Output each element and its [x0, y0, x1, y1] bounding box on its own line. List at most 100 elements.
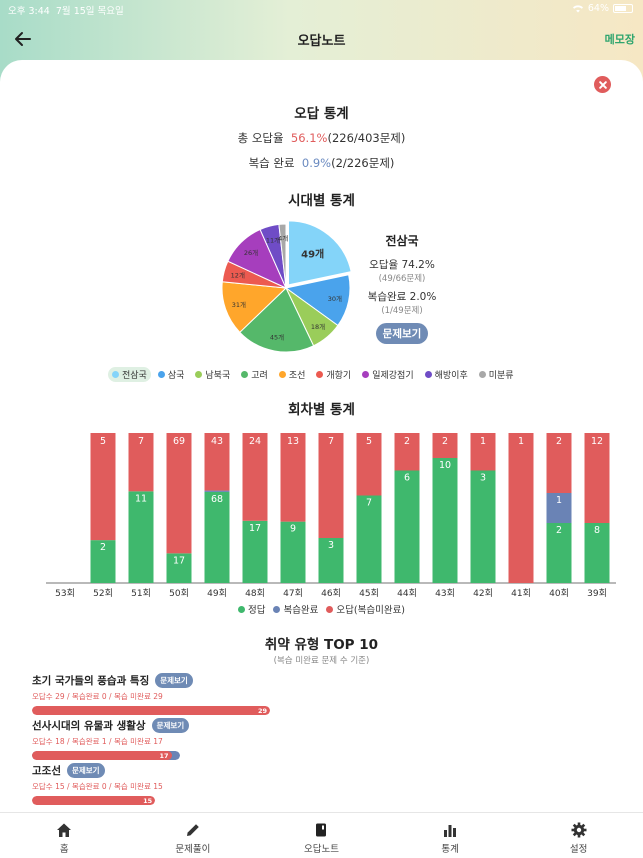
back-arrow-icon[interactable]: [12, 28, 34, 50]
era-legend-label: 해방이후: [434, 371, 468, 381]
bar-value-label: 7: [328, 436, 334, 447]
review-rate-value: 0.9%: [301, 156, 332, 170]
bar-value-label: 2: [442, 436, 448, 447]
pie-slice-label: 18개: [311, 322, 325, 331]
legend-correct: 정답: [237, 602, 266, 616]
pie-slice-8[interactable]: [278, 223, 287, 289]
legend-dot: [316, 371, 324, 378]
bar-segment-wrong: [356, 433, 382, 496]
x-tick-label: 39회: [587, 588, 607, 599]
bar-segment-correct: [546, 523, 572, 583]
bar-segment-correct: [432, 458, 458, 583]
status-bar: 오후 3:44 7월 15일 목요일 64%: [0, 0, 643, 18]
selected-era-review-detail: (1/49문제): [381, 306, 423, 316]
weak-bar-value: 29: [258, 707, 268, 715]
bar-segment-correct: [128, 491, 154, 583]
pie-slice-0[interactable]: [288, 220, 352, 286]
weak-view-problems-button[interactable]: 문제보기: [155, 673, 193, 688]
wrong-rate-label: 총 오답율: [237, 131, 284, 145]
notebook-icon: [316, 823, 327, 837]
session-bar-svg: 53회2552회11751회176950회6814349회172448회9134…: [46, 433, 616, 599]
bar-value-label: 17: [173, 555, 185, 566]
bar-value-label: 10: [439, 460, 451, 471]
legend-wrong-label: 오답(복습미완료): [336, 605, 406, 616]
legend-wrong: 오답(복습미완료): [326, 602, 405, 616]
era-legend: 전삼국 삼국 남북국 고려 조선 개항기 일제강점기 해방이후 미분류: [108, 367, 521, 382]
bar-value-label: 7: [138, 436, 144, 447]
pie-slice-label: 4개: [278, 234, 288, 243]
x-tick-label: 44회: [397, 588, 417, 599]
legend-dot: [112, 371, 119, 378]
era-view-problems-button[interactable]: 문제보기: [375, 323, 429, 344]
weak-view-problems-button[interactable]: 문제보기: [151, 718, 190, 733]
pie-slice-4[interactable]: [221, 281, 288, 334]
bar-segment-wrong: [470, 433, 496, 471]
era-legend-item[interactable]: 조선: [275, 367, 310, 382]
bar-value-label: 5: [100, 436, 106, 447]
era-legend-item[interactable]: 일제강점기: [358, 367, 417, 382]
legend-dot: [157, 371, 165, 378]
bar-segment-correct: [242, 520, 268, 583]
era-legend-item[interactable]: 삼국: [154, 367, 189, 382]
era-legend-item[interactable]: 해방이후: [421, 367, 472, 382]
tab-wrong-note[interactable]: 오답노트: [257, 813, 386, 858]
pie-slice-label: 30개: [328, 294, 342, 303]
session-title: 회차별 통계: [288, 402, 355, 418]
era-legend-item[interactable]: 개항기: [312, 367, 355, 382]
era-detail-panel: 전삼국 오답율 74.2% (49/66문제) 복습완료 2.0% (1/49문…: [362, 232, 442, 344]
era-legend-item[interactable]: 남북국: [191, 367, 234, 382]
weak-bar-remaining: [32, 751, 172, 760]
era-title: 시대별 통계: [288, 193, 355, 209]
x-tick-label: 42회: [473, 588, 493, 599]
close-icon[interactable]: [594, 76, 611, 93]
era-legend-item[interactable]: 고려: [237, 367, 272, 382]
bar-value-label: 1: [556, 495, 562, 506]
pie-slice-label: 31개: [232, 300, 246, 309]
bar-segment-correct: [204, 491, 230, 583]
era-pie-chart[interactable]: 49개 30개 18개 45개 31개 12개 26개 11개 4개: [216, 218, 356, 358]
era-legend-label: 삼국: [167, 371, 185, 381]
review-rate-line: 복습 완료 0.9%(2/226문제): [0, 155, 643, 171]
battery-percent: 64%: [587, 3, 609, 14]
era-legend-item[interactable]: 미분류: [475, 367, 518, 382]
tab-stats-label: 통계: [441, 844, 459, 855]
wrong-rate-detail: (226/403문제): [327, 131, 406, 145]
memo-button[interactable]: 메모장: [604, 33, 635, 46]
pie-slice-label: 49개: [301, 248, 324, 261]
era-legend-item[interactable]: 전삼국: [108, 367, 151, 382]
bar-segment-reviewed: [546, 493, 572, 523]
legend-correct-label: 정답: [247, 605, 266, 616]
weak-bar-remaining: [32, 706, 270, 715]
bar-value-label: 17: [249, 523, 261, 534]
tab-solve-label: 문제풀이: [175, 844, 211, 855]
tab-stats[interactable]: 통계: [386, 813, 515, 858]
pie-slice-label: 26개: [244, 248, 258, 257]
tab-solve[interactable]: 문제풀이: [129, 813, 258, 858]
x-tick-label: 52회: [93, 588, 113, 599]
bar-value-label: 8: [594, 525, 600, 536]
bar-segment-correct: [90, 540, 116, 583]
pie-slice-3[interactable]: [239, 287, 315, 353]
tab-home[interactable]: 홈: [0, 813, 129, 858]
x-tick-label: 50회: [169, 588, 189, 599]
legend-dot: [241, 371, 249, 378]
bar-value-label: 11: [135, 493, 147, 504]
tab-settings-label: 설정: [569, 844, 588, 855]
pie-slice-label: 11개: [266, 235, 280, 244]
x-tick-label: 40회: [549, 588, 569, 599]
session-bar-chart: 53회2552회11751회176950회6814349회172448회9134…: [46, 428, 616, 608]
review-rate-detail: (2/226문제): [331, 156, 395, 170]
x-tick-label: 49회: [207, 588, 227, 599]
wifi-icon: [572, 5, 583, 13]
x-tick-label: 45회: [359, 588, 379, 599]
era-legend-label: 전삼국: [122, 371, 147, 381]
bar-value-label: 1: [518, 436, 524, 447]
pie-slice-1[interactable]: [284, 274, 351, 327]
session-legend: 정답 복습완료 오답(복습미완료): [0, 602, 643, 616]
tab-settings[interactable]: 설정: [514, 813, 643, 858]
weak-view-problems-button[interactable]: 문제보기: [66, 763, 105, 778]
wrong-rate-value: 56.1%: [290, 131, 328, 145]
x-tick-label: 46회: [321, 588, 341, 599]
weak-item-detail: 오답수 29 / 복습완료 0 / 복습 미완료 29: [32, 692, 163, 701]
